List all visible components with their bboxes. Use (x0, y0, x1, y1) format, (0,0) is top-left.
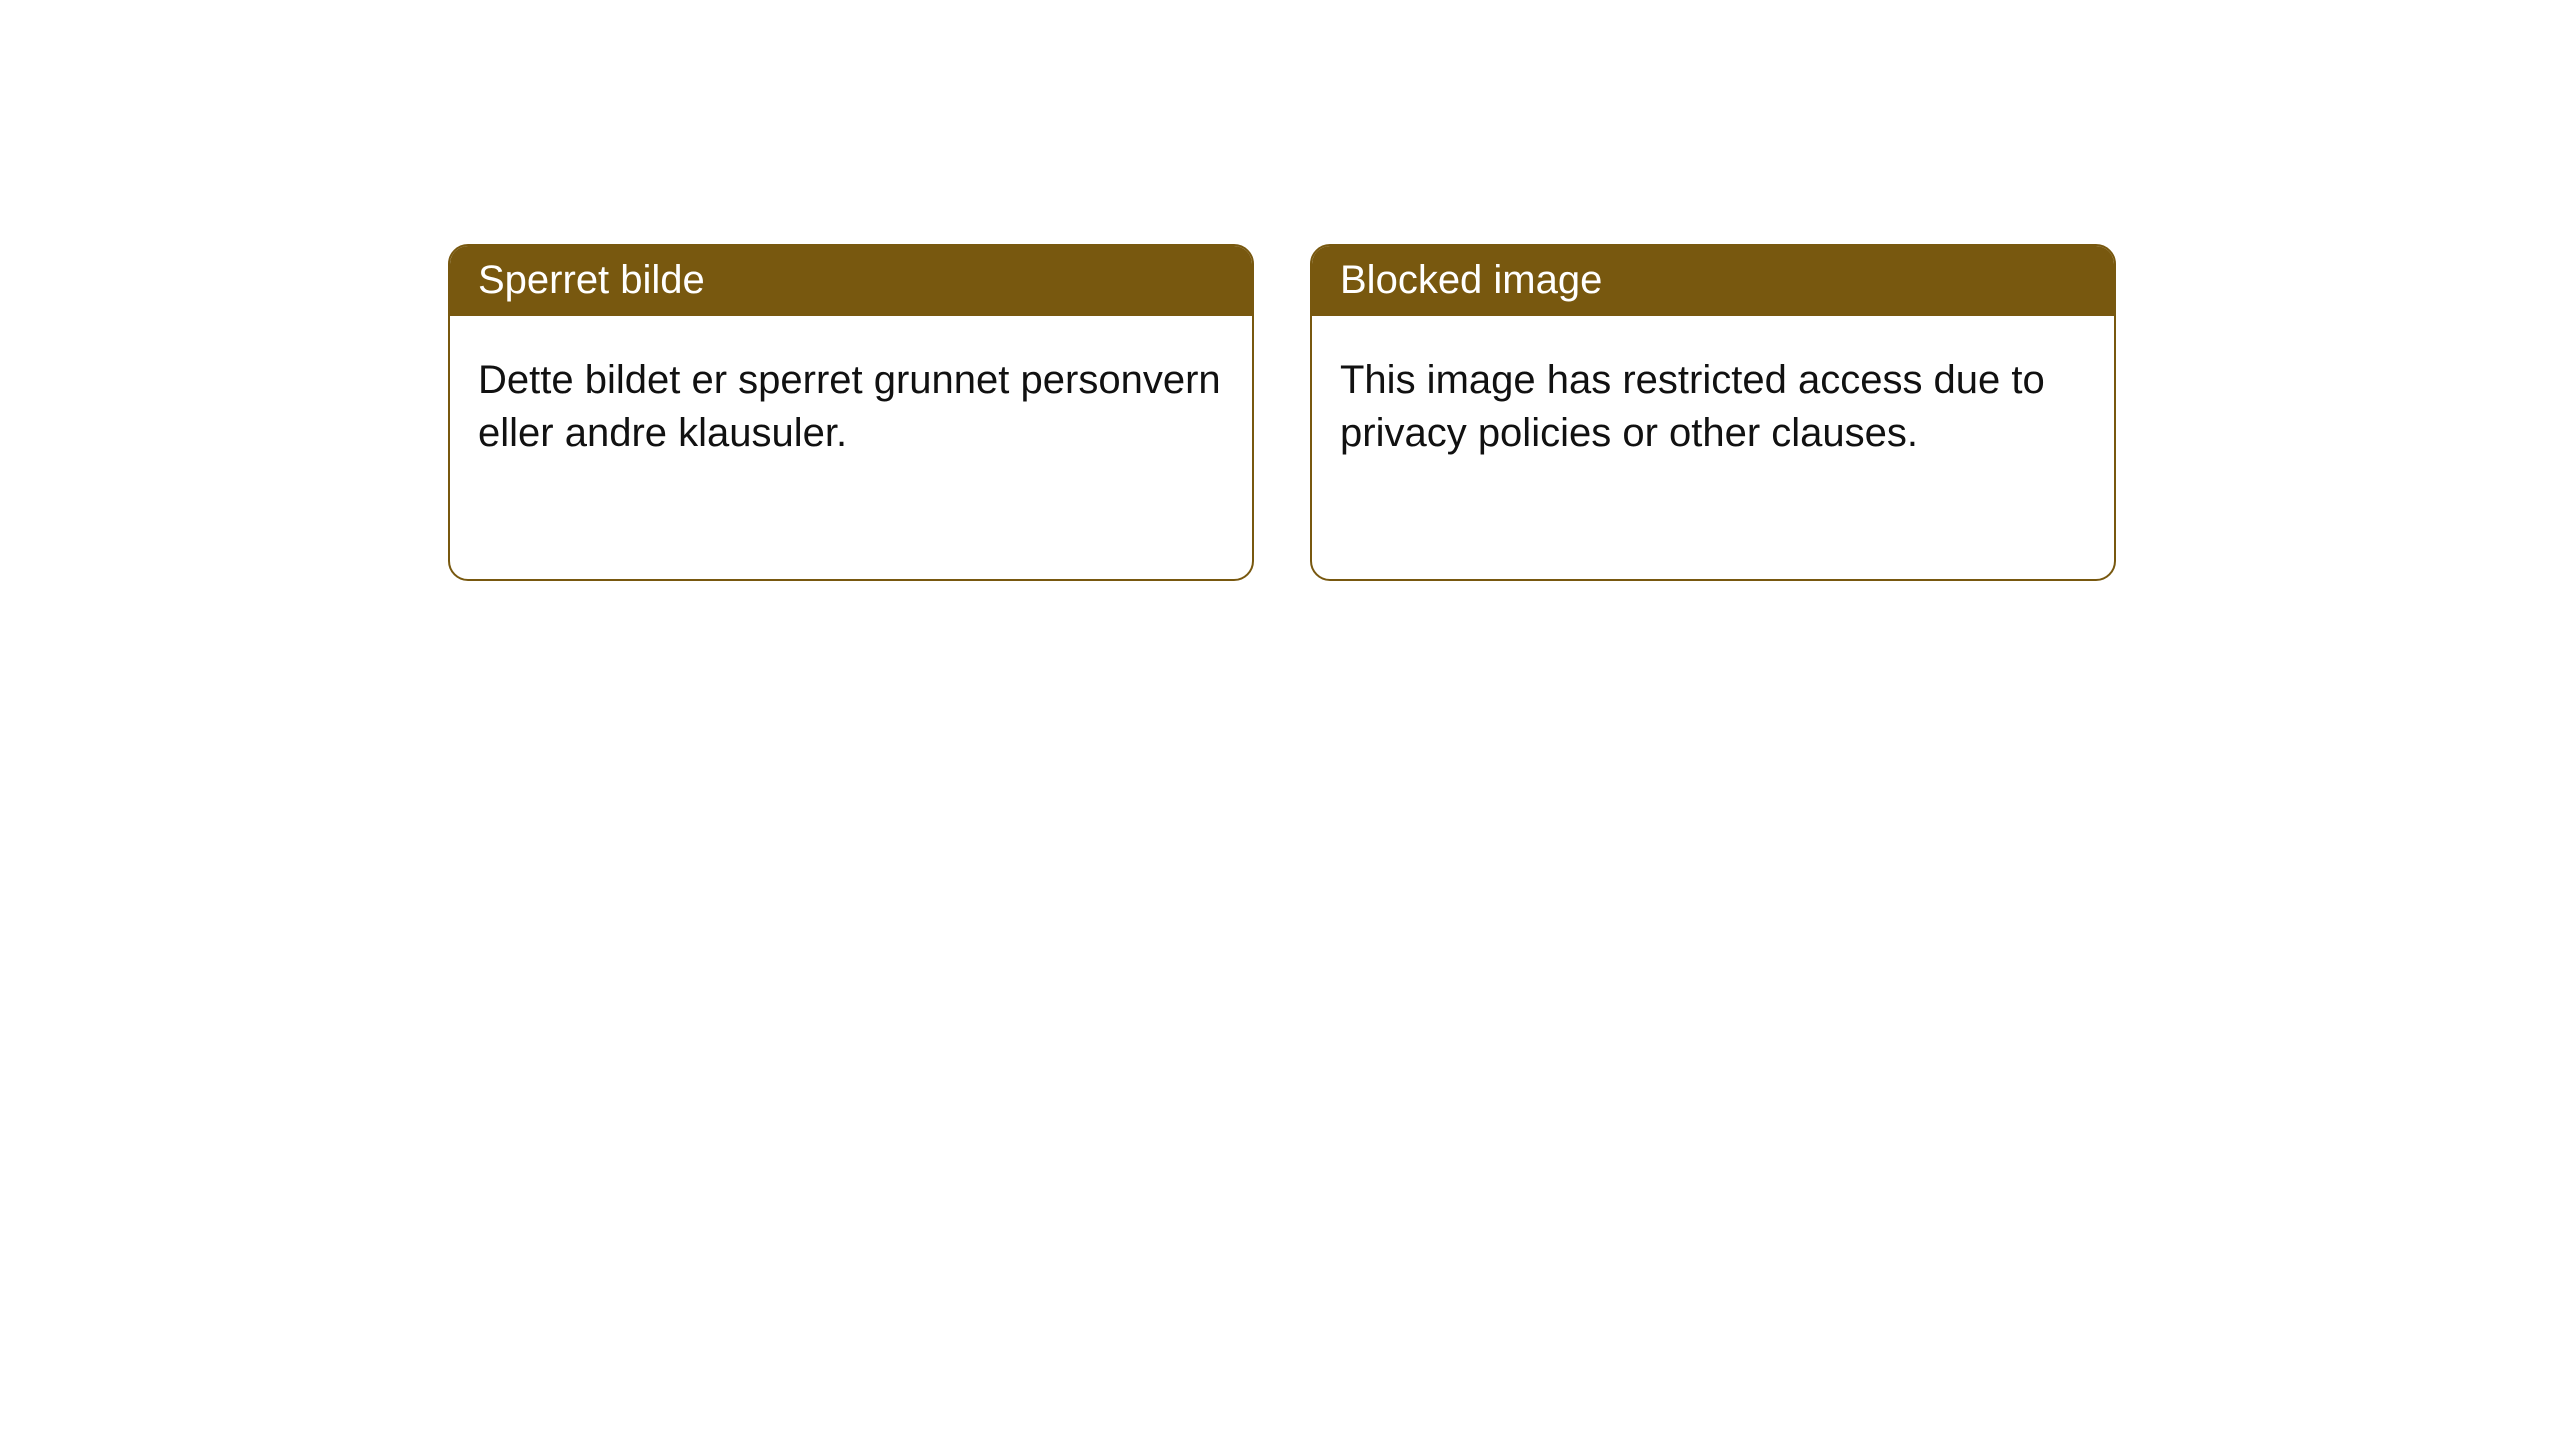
card-body-text: Dette bildet er sperret grunnet personve… (478, 358, 1221, 455)
card-title: Sperret bilde (478, 258, 705, 302)
notice-card-english: Blocked image This image has restricted … (1310, 244, 2116, 581)
card-header: Blocked image (1312, 246, 2114, 316)
notice-card-norwegian: Sperret bilde Dette bildet er sperret gr… (448, 244, 1254, 581)
card-title: Blocked image (1340, 258, 1602, 302)
card-header: Sperret bilde (450, 246, 1252, 316)
notice-cards-row: Sperret bilde Dette bildet er sperret gr… (0, 0, 2560, 581)
card-body: Dette bildet er sperret grunnet personve… (450, 316, 1252, 488)
card-body: This image has restricted access due to … (1312, 316, 2114, 488)
card-body-text: This image has restricted access due to … (1340, 358, 2045, 455)
